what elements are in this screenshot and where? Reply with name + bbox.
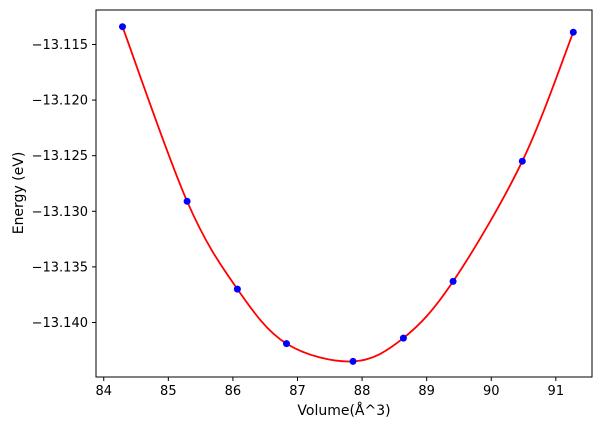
plot-spines bbox=[95, 9, 593, 378]
x-tick-label: 90 bbox=[483, 384, 500, 399]
y-tick-label: −13.140 bbox=[32, 316, 88, 331]
data-point bbox=[349, 357, 357, 365]
data-point bbox=[233, 285, 241, 293]
x-tick-label: 84 bbox=[95, 384, 112, 399]
x-tick-label: 91 bbox=[548, 384, 565, 399]
data-point bbox=[283, 340, 290, 348]
data-point bbox=[183, 197, 191, 205]
data-point bbox=[119, 23, 126, 31]
x-tick-label: 87 bbox=[289, 384, 306, 399]
data-point bbox=[449, 277, 457, 285]
x-tick-label: 88 bbox=[354, 384, 371, 399]
y-tick-label: −13.130 bbox=[32, 205, 88, 220]
x-tick-label: 85 bbox=[160, 384, 177, 399]
data-point bbox=[399, 334, 407, 342]
x-axis-label: Volume(Å^3) bbox=[297, 402, 390, 419]
data-point bbox=[569, 28, 577, 36]
x-tick-label: 86 bbox=[225, 384, 242, 399]
y-tick-label: −13.115 bbox=[32, 38, 88, 53]
y-tick-label: −13.120 bbox=[32, 94, 88, 109]
x-tick-label: 89 bbox=[418, 384, 435, 399]
y-axis-label: Energy (eV) bbox=[11, 152, 27, 235]
eos-fit-curve bbox=[121, 25, 575, 363]
y-tick-label: −13.125 bbox=[32, 149, 88, 164]
y-tick-label: −13.135 bbox=[32, 260, 88, 275]
data-point bbox=[518, 157, 526, 165]
